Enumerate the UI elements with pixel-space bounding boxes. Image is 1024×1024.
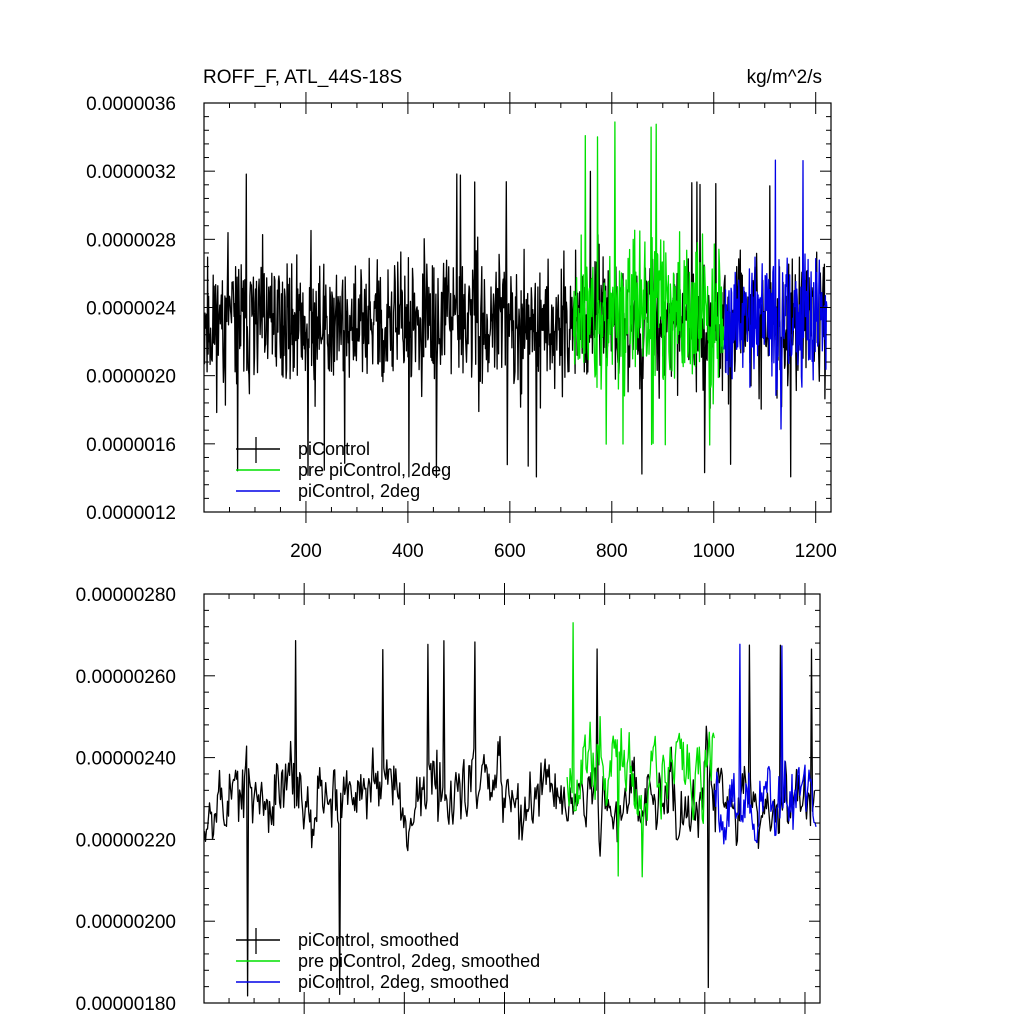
series-line-2: [714, 643, 817, 845]
y-tick-label: 0.00000280: [76, 585, 176, 606]
y-tick-label: 0.0000028: [86, 230, 176, 251]
legend-label-0: piControl, smoothed: [298, 930, 459, 950]
bottom-traces: [204, 622, 817, 997]
y-tick-label: 0.0000020: [86, 367, 176, 388]
legend-label-1: pre piControl, 2deg, smoothed: [298, 951, 540, 971]
x-tick-label: 600: [494, 541, 526, 562]
legend-label-2: piControl, 2deg, smoothed: [298, 972, 509, 992]
series-line-2: [723, 159, 828, 430]
chart-title: ROFF_F, ATL_44S-18S: [203, 67, 402, 88]
y-tick-label: 0.0000024: [86, 299, 176, 320]
y-tick-label: 0.0000036: [86, 94, 176, 115]
units-label: kg/m^2/s: [747, 67, 822, 88]
y-tick-label: 0.00000220: [76, 830, 176, 851]
y-tick-label: 0.00000180: [76, 994, 176, 1015]
x-tick-label: 400: [392, 541, 424, 562]
x-tick-label: 800: [596, 541, 628, 562]
bottom-panel: 0.00000180 0.00000200 0.00000220 0.00000240…: [76, 583, 821, 1015]
x-tick-label: 200: [290, 541, 322, 562]
y-tick-label: 0.00000200: [76, 912, 176, 933]
y-tick-label: 0.0000012: [86, 503, 176, 524]
y-tick-label: 0.00000260: [76, 667, 176, 688]
legend-label-0: piControl: [298, 439, 370, 459]
bottom-plot-frame: [203, 593, 821, 1004]
series-line-1: [572, 121, 725, 446]
series-line-0: [204, 170, 827, 479]
top-traces: [204, 121, 828, 479]
legend-label-2: piControl, 2deg: [298, 481, 420, 501]
top-plot-frame: [203, 102, 832, 513]
series-line-1: [566, 622, 715, 878]
y-tick-label: 0.00000240: [76, 749, 176, 770]
x-tick-label: 1000: [693, 541, 735, 562]
top-panel: ROFF_F, ATL_44S-18S kg/m^2/s 200 400 600 80…: [86, 67, 837, 562]
series-line-0: [204, 640, 816, 997]
legend-label-1: pre piControl, 2deg: [298, 460, 451, 480]
y-tick-label: 0.0000032: [86, 162, 176, 183]
top-axis-ticks: 200 400 600 800 1000 1200 0.0000012 0.0000016 0.…: [86, 92, 837, 562]
bottom-axis-ticks: 0.00000180 0.00000200 0.00000220 0.00000240…: [76, 583, 820, 1015]
y-tick-label: 0.0000016: [86, 435, 176, 456]
x-tick-label: 1200: [795, 541, 837, 562]
